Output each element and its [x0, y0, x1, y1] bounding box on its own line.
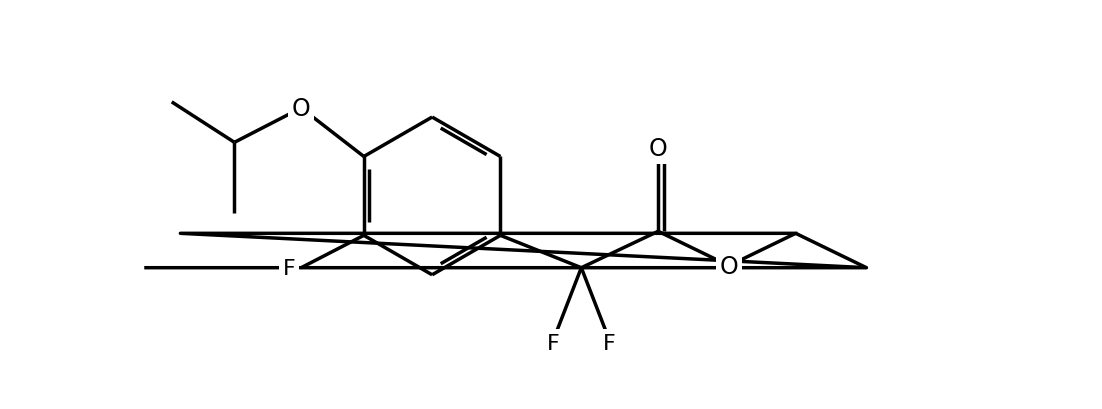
- Text: O: O: [720, 254, 738, 278]
- Text: F: F: [547, 333, 560, 353]
- Text: O: O: [292, 97, 311, 121]
- Text: O: O: [649, 137, 668, 161]
- Text: F: F: [282, 258, 295, 278]
- Text: F: F: [603, 333, 616, 353]
